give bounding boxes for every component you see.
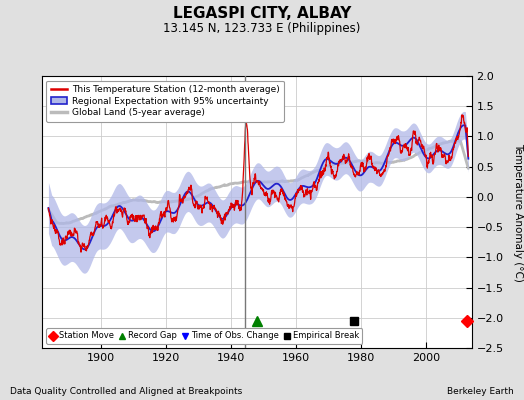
Text: Berkeley Earth: Berkeley Earth [447,387,514,396]
Y-axis label: Temperature Anomaly (°C): Temperature Anomaly (°C) [513,142,523,282]
Text: Data Quality Controlled and Aligned at Breakpoints: Data Quality Controlled and Aligned at B… [10,387,243,396]
Text: LEGASPI CITY, ALBAY: LEGASPI CITY, ALBAY [173,6,351,21]
Text: 13.145 N, 123.733 E (Philippines): 13.145 N, 123.733 E (Philippines) [163,22,361,35]
Legend: Station Move, Record Gap, Time of Obs. Change, Empirical Break: Station Move, Record Gap, Time of Obs. C… [46,328,363,344]
